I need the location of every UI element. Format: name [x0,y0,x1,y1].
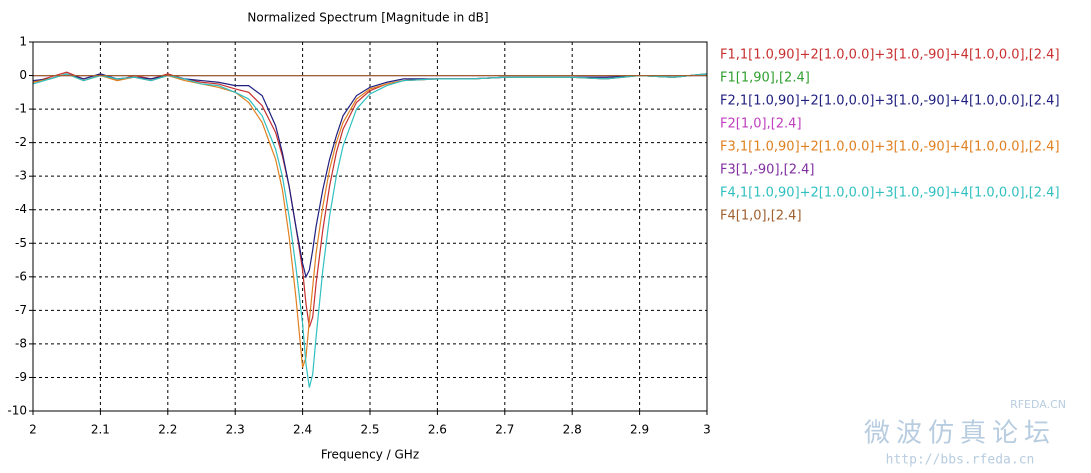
y-tick-label: -5 [15,236,27,250]
y-tick-label: -4 [15,202,27,216]
legend-entry: F4,1[1.0,90]+2[1.0,0.0]+3[1.0,-90]+4[1.0… [720,186,1060,201]
legend-entry: F1[1,90],[2.4] [720,71,810,86]
watermark-brand: RFEDA.CN [1010,398,1066,411]
x-tick-label: 2.3 [226,423,245,437]
y-tick-label: 0 [19,68,27,82]
y-tick-label: -3 [15,169,27,183]
x-tick-label: 2.6 [428,423,447,437]
x-tick-label: 2.9 [630,423,649,437]
watermark-url: http://bbs.rfeda.cn [886,453,1035,468]
watermark-name: 微波仿真论坛 [864,419,1056,449]
x-tick-label: 3 [703,423,711,437]
series-line [32,73,708,388]
y-tick-label: 1 [19,35,27,49]
y-tick-label: -2 [15,135,27,149]
plot-border [32,41,708,412]
y-tick-label: -6 [15,269,27,283]
x-tick-label: 2.4 [293,423,312,437]
x-tick-label: 2.8 [563,423,582,437]
y-tick-label: -10 [7,404,27,418]
x-axis-label: Frequency / GHz [321,448,419,462]
x-tick-label: 2.7 [495,423,514,437]
legend-entry: F4[1,0],[2.4] [720,209,802,224]
legend-entry: F2[1,0],[2.4] [720,117,802,132]
y-tick-label: -9 [15,370,27,384]
y-tick-label: -8 [15,336,27,350]
x-tick-label: 2 [29,423,37,437]
y-tick-label: -1 [15,102,27,116]
x-tick-label: 2.1 [91,423,110,437]
legend-entry: F3[1,-90],[2.4] [720,163,814,178]
series-line [32,73,708,368]
legend-entry: F1,1[1.0,90]+2[1.0,0.0]+3[1.0,-90]+4[1.0… [720,48,1060,63]
x-tick-label: 2.5 [360,423,379,437]
y-tick-label: -7 [15,303,27,317]
legend-entry: F3,1[1.0,90]+2[1.0,0.0]+3[1.0,-90]+4[1.0… [720,140,1060,155]
legend-entry: F2,1[1.0,90]+2[1.0,0.0]+3[1.0,-90]+4[1.0… [720,94,1060,109]
chart-title: Normalized Spectrum [Magnitude in dB] [247,11,488,25]
x-tick-label: 2.2 [158,423,177,437]
